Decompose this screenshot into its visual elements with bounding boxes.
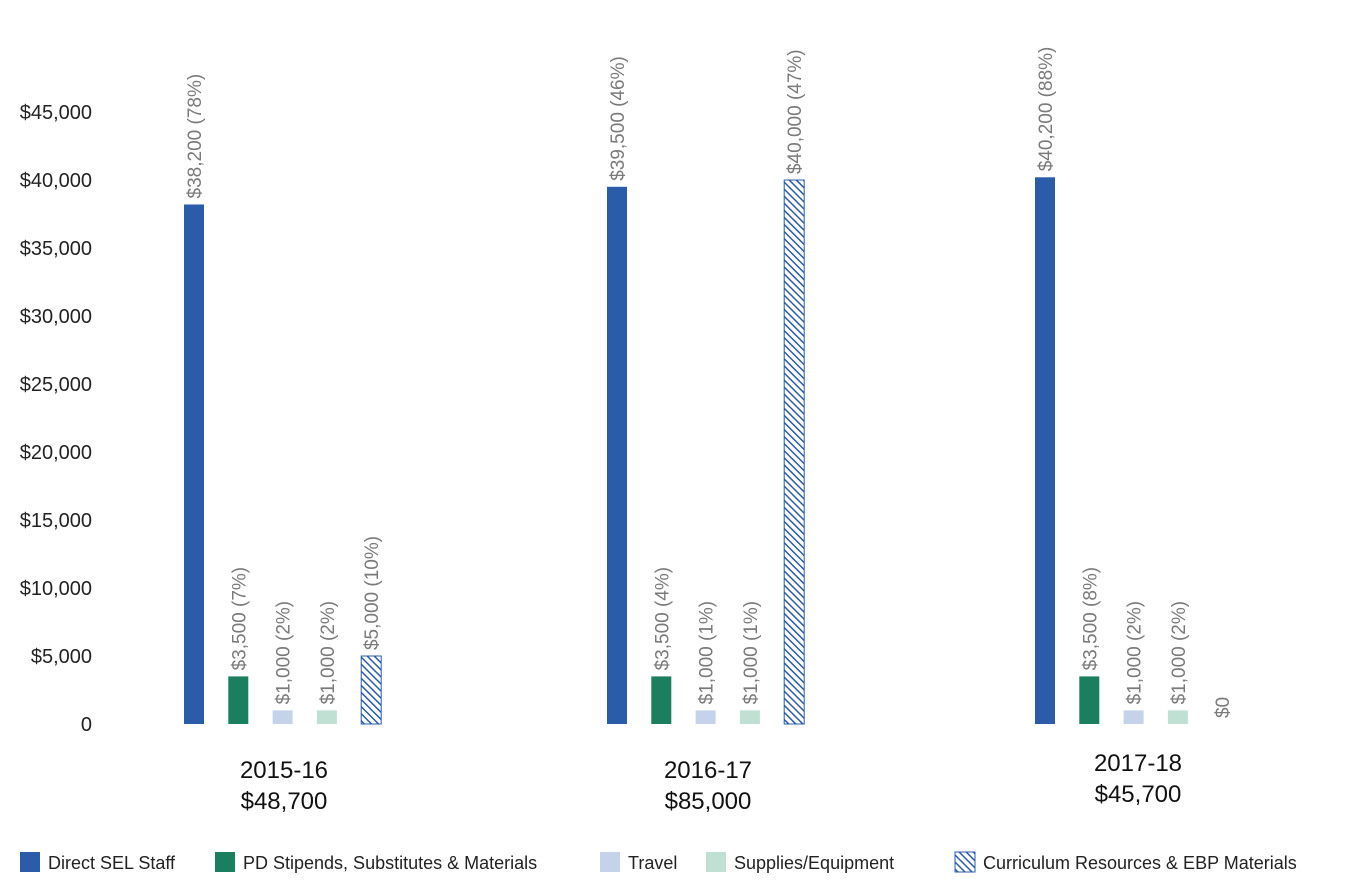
legend: Direct SEL Staff PD Stipends, Substitutes… [20,851,1297,873]
bar-value-label: $3,500 (7%) [229,567,250,671]
legend-swatch [600,852,620,872]
bar [783,179,805,725]
bar [651,676,672,724]
y-tick-label: $5,000 [31,646,92,668]
legend-label: Curriculum Resources & EBP Materials [983,853,1297,873]
category-total-label: $45,700 [1095,781,1182,808]
bar-value-label: $38,200 (78%) [185,74,206,199]
bar [607,186,627,725]
bar-group-2017-18: $40,200 (88%) $3,500 (8%) $1,000 (2%) $1,00… [1035,47,1234,724]
y-axis: 0 $5,000 $10,000 $15,000 $20,000 $25,000 $30,0… [20,102,92,736]
x-axis: 2015-16 $48,700 2016-17 $85,000 2017-18 $45,7… [240,750,1182,815]
bar-value-label: $0 [1213,697,1234,718]
bar [272,710,293,724]
category-year-label: 2015-16 [240,757,328,784]
bar-value-label: $1,000 (2%) [274,601,295,705]
bar-group-2016-17: $39,500 (46%) $3,500 (4%) $1,000 (1%) $1,00… [607,49,806,725]
bar-value-label: $3,500 (4%) [652,567,673,671]
bar-value-label: $3,500 (8%) [1080,567,1101,671]
bar [228,676,249,724]
bar-value-label: $1,000 (2%) [1125,601,1146,705]
y-tick-label: $20,000 [20,442,92,464]
bar-value-label: $1,000 (1%) [697,601,718,705]
category-year-label: 2017-18 [1094,750,1182,777]
bar-value-label: $1,000 (2%) [1169,601,1190,705]
y-tick-label: $45,000 [20,102,92,124]
bar [1123,710,1144,724]
y-tick-label: $30,000 [20,306,92,328]
bar-value-label: $39,500 (46%) [608,56,629,181]
bar-value-label: $40,200 (88%) [1036,47,1057,172]
bar-value-label: $40,000 (47%) [785,49,806,174]
legend-label: Travel [628,853,677,873]
legend-label: Supplies/Equipment [734,853,894,873]
category-total-label: $85,000 [665,788,752,815]
bar-value-label: $1,000 (2%) [318,601,339,705]
bar [695,710,716,724]
legend-swatch [215,852,235,872]
bar-group-2015-16: $38,200 (78%) $3,500 (7%) $1,000 (2%) $1,00… [184,74,383,725]
y-tick-label: $10,000 [20,578,92,600]
bar [1079,676,1100,724]
bar-value-label: $5,000 (10%) [362,536,383,650]
bar [316,710,337,724]
y-tick-label: $40,000 [20,170,92,192]
legend-swatch [954,851,976,873]
legend-label: Direct SEL Staff [48,853,176,873]
legend-label: PD Stipends, Substitutes & Materials [243,853,537,873]
bar-value-label: $1,000 (1%) [741,601,762,705]
category-total-label: $48,700 [241,788,328,815]
bar [360,655,382,725]
bar [1167,710,1188,724]
legend-swatch [20,852,40,872]
y-tick-label: $15,000 [20,510,92,532]
bar [1035,177,1055,724]
y-tick-label: $25,000 [20,374,92,396]
y-tick-label: 0 [81,714,92,736]
bar [184,204,204,725]
legend-swatch [706,852,726,872]
category-year-label: 2016-17 [664,757,752,784]
y-tick-label: $35,000 [20,238,92,260]
bar [739,710,760,724]
